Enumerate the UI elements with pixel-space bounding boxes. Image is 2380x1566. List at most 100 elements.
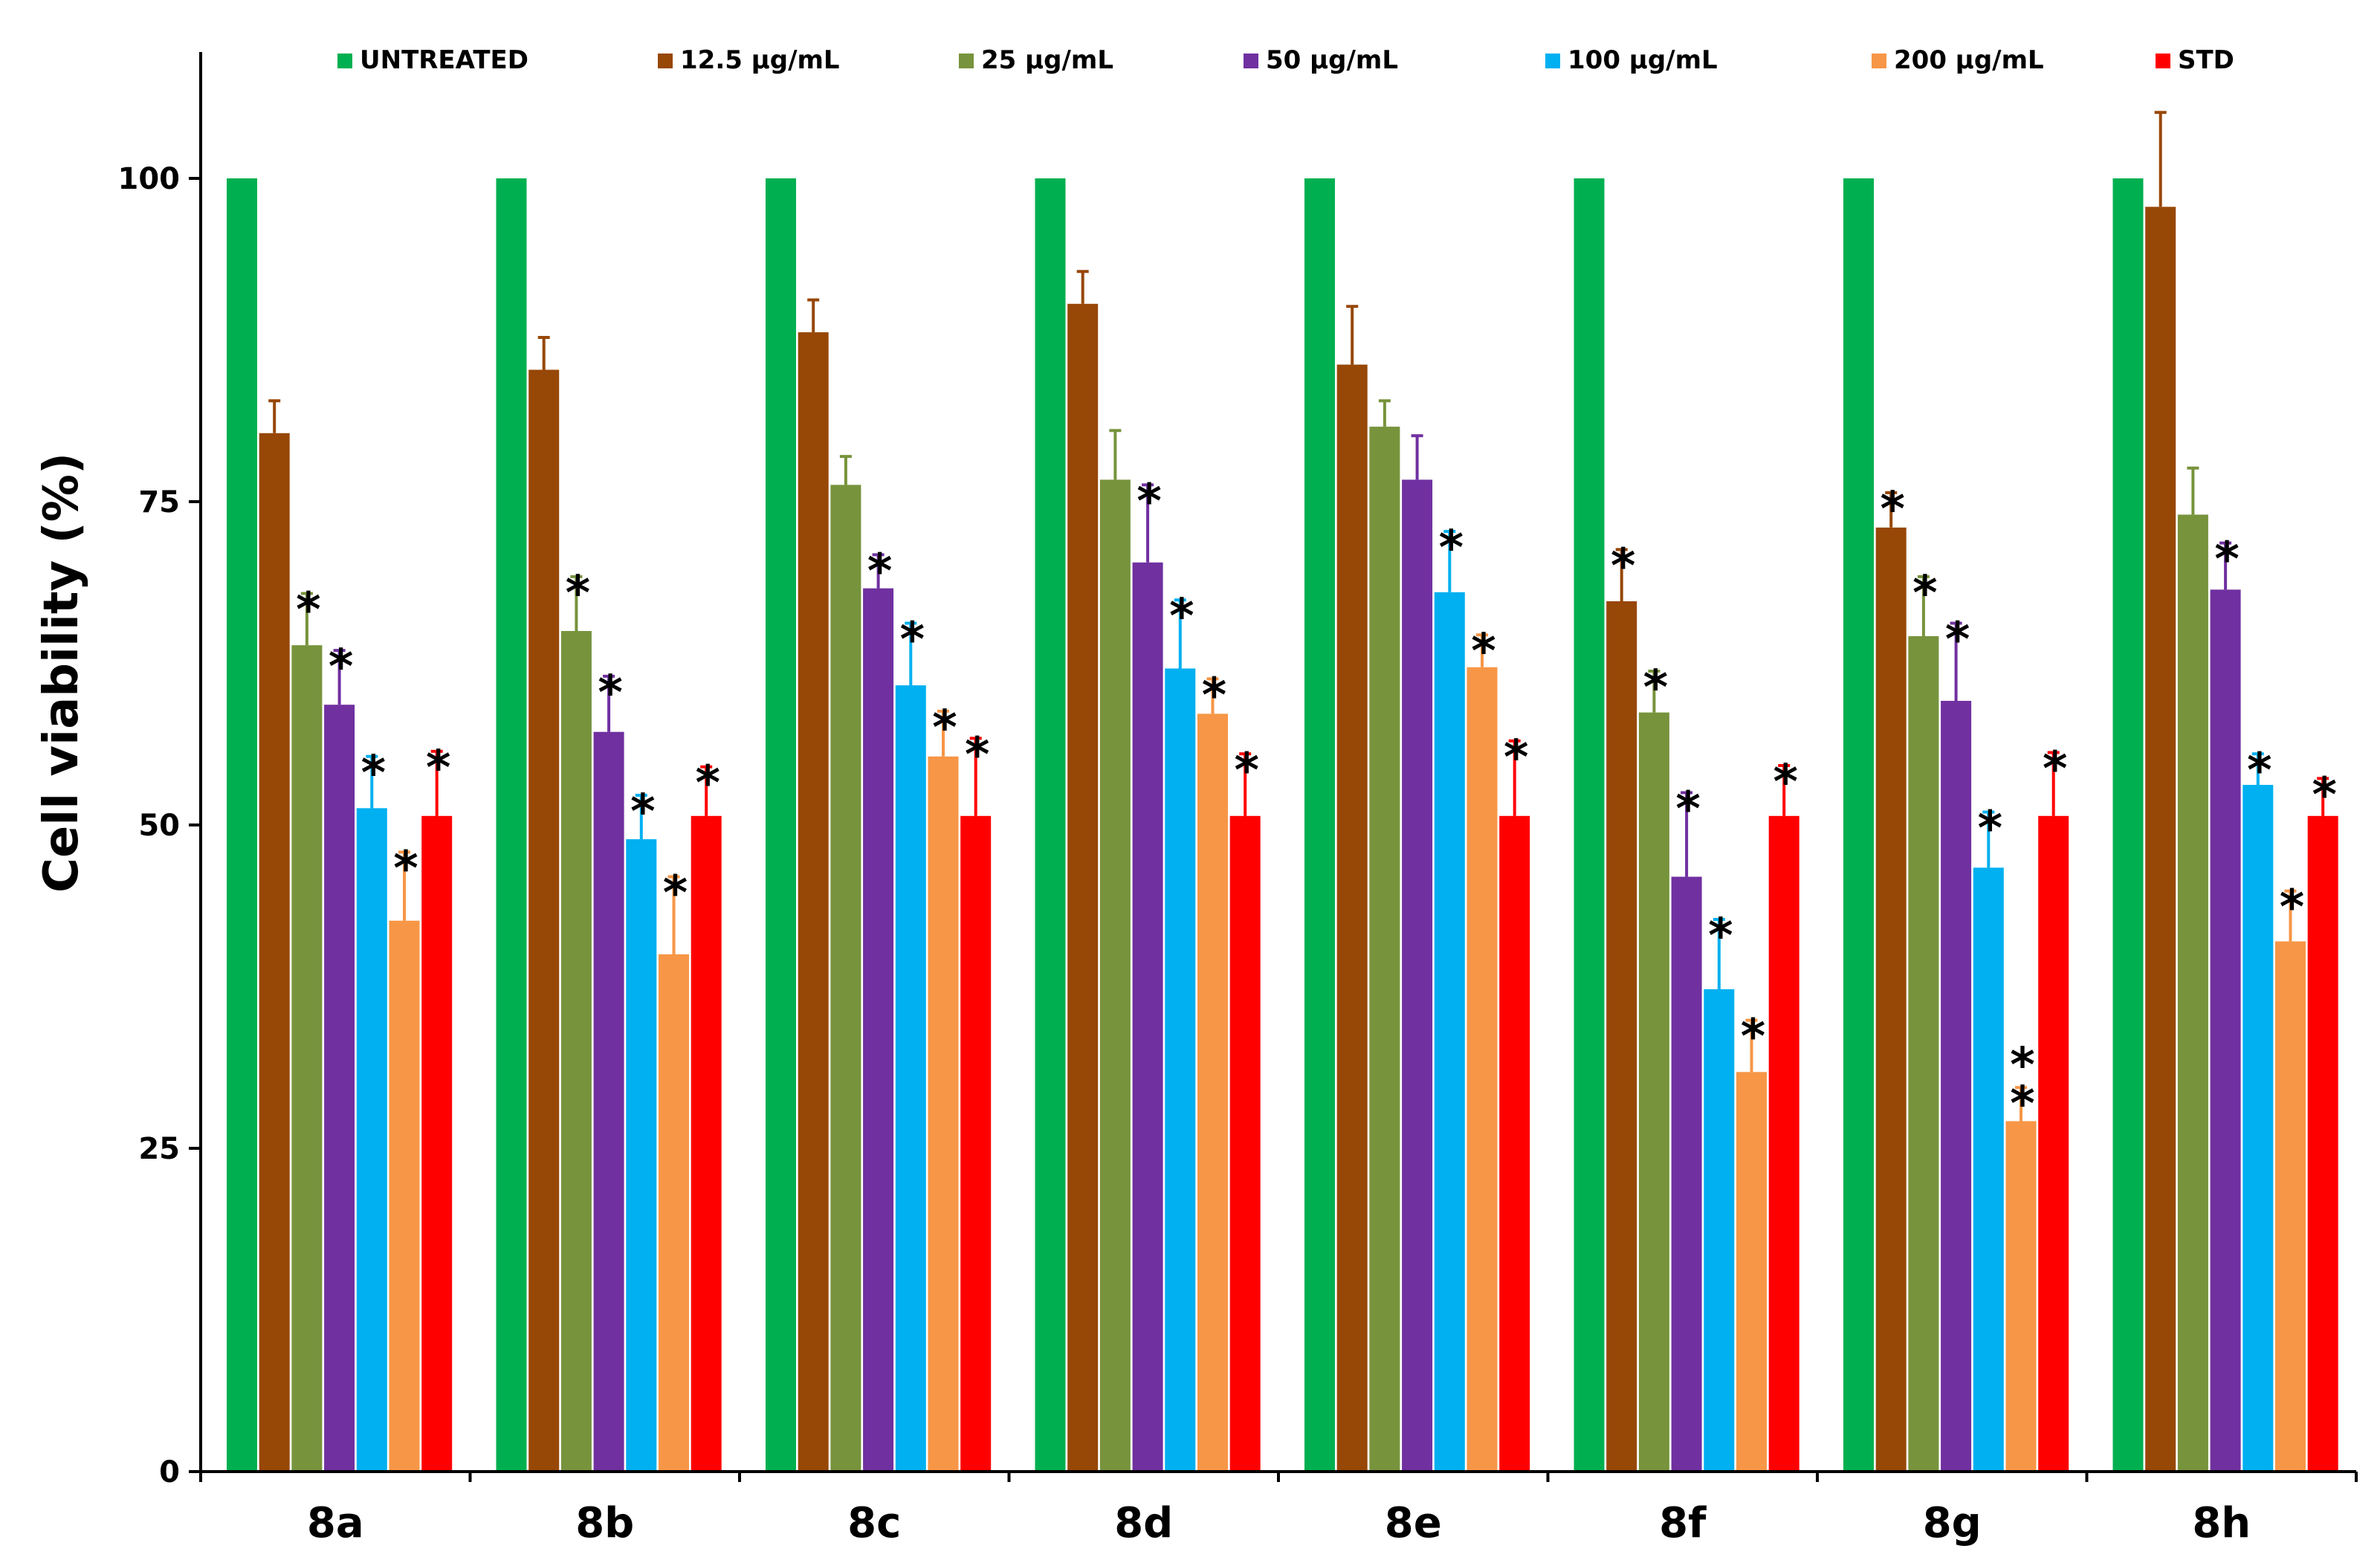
bar-8e-series-0 xyxy=(1304,178,1335,1472)
bar-8b-series-6 xyxy=(691,815,722,1472)
bar-8f-series-1 xyxy=(1606,601,1637,1472)
y-tick-label: 75 xyxy=(138,485,180,520)
significance-mark: * xyxy=(2043,742,2067,797)
bar-8e-series-1 xyxy=(1336,364,1368,1472)
significance-mark: * xyxy=(2312,768,2336,823)
significance-mark: * xyxy=(1708,909,1733,964)
bar-8f-series-3 xyxy=(1671,876,1702,1472)
bar-8a-series-4 xyxy=(356,808,387,1472)
bar-8c-series-1 xyxy=(798,332,829,1472)
bar-8h-series-4 xyxy=(2242,785,2274,1472)
y-tick-label: 100 xyxy=(118,162,181,196)
bar-8a-series-3 xyxy=(324,705,355,1472)
x-tick-label: 8c xyxy=(847,1499,901,1547)
significance-mark: * xyxy=(1234,743,1258,798)
bar-8f-series-2 xyxy=(1638,712,1669,1472)
bar-8a-series-5 xyxy=(389,920,420,1472)
significance-mark: * xyxy=(2010,1077,2034,1132)
bar-8c-series-0 xyxy=(766,178,796,1472)
legend-swatch xyxy=(2156,54,2170,68)
legend-label: 200 µg/mL xyxy=(1894,45,2044,75)
significance-mark: * xyxy=(426,741,450,796)
legend-label: UNTREATED xyxy=(360,45,528,75)
significance-mark: * xyxy=(1471,624,1495,679)
bar-8g-series-0 xyxy=(1843,178,1874,1472)
significance-mark: * xyxy=(1741,1010,1765,1065)
significance-mark: * xyxy=(867,544,892,599)
y-tick-label: 25 xyxy=(138,1132,180,1166)
significance-mark: * xyxy=(1611,539,1635,594)
legend-swatch xyxy=(959,54,974,68)
bar-8c-series-5 xyxy=(928,756,959,1472)
bar-8e-series-6 xyxy=(1499,815,1530,1472)
significance-mark: * xyxy=(1504,731,1528,786)
y-tick-label: 0 xyxy=(159,1455,180,1489)
bar-8b-series-3 xyxy=(593,731,624,1472)
bar-8d-series-3 xyxy=(1132,562,1163,1472)
significance-mark: * xyxy=(1675,783,1700,838)
x-tick-label: 8e xyxy=(1385,1499,1442,1547)
bar-8g-series-3 xyxy=(1941,700,1972,1472)
y-axis-label: Cell viability (%) xyxy=(34,453,89,893)
bar-8f-series-5 xyxy=(1736,1072,1767,1472)
bar-8c-series-4 xyxy=(895,685,926,1472)
significance-mark: * xyxy=(932,701,957,756)
significance-mark: * xyxy=(695,757,720,812)
bar-8c-series-3 xyxy=(863,588,894,1472)
bar-8d-series-2 xyxy=(1099,479,1131,1472)
x-tick-label: 8f xyxy=(1659,1499,1707,1547)
significance-mark: * xyxy=(1439,521,1464,576)
bar-8g-series-4 xyxy=(1973,867,2004,1472)
bar-8a-series-6 xyxy=(421,815,453,1472)
bar-8h-series-5 xyxy=(2275,941,2306,1472)
significance-mark: * xyxy=(2010,1038,2034,1093)
bar-8e-series-5 xyxy=(1467,667,1498,1472)
bar-8h-series-3 xyxy=(2210,589,2241,1472)
significance-marks-layer: ************* ************************* xyxy=(296,474,2337,1132)
significance-mark: * xyxy=(2214,533,2239,588)
bar-8e-series-3 xyxy=(1402,479,1433,1472)
significance-mark: * xyxy=(1880,482,1904,537)
bar-8b-series-1 xyxy=(528,369,560,1472)
legend-label: 25 µg/mL xyxy=(981,45,1113,75)
legend-swatch xyxy=(1872,54,1886,68)
legend-label: 100 µg/mL xyxy=(1568,45,1718,75)
bar-8e-series-2 xyxy=(1369,427,1400,1472)
significance-mark: * xyxy=(1978,802,2002,857)
bar-8c-series-6 xyxy=(960,815,992,1472)
x-tick-label: 8g xyxy=(1923,1499,1982,1547)
y-tick-label: 50 xyxy=(138,809,180,843)
bar-8h-series-1 xyxy=(2145,207,2176,1472)
bar-8f-series-0 xyxy=(1574,178,1605,1472)
bar-8b-series-0 xyxy=(496,178,527,1472)
bar-8h-series-2 xyxy=(2177,514,2208,1472)
bar-8h-series-6 xyxy=(2307,815,2338,1472)
significance-mark: * xyxy=(393,842,418,897)
bar-8g-series-2 xyxy=(1908,635,1939,1472)
bar-8c-series-2 xyxy=(830,485,861,1472)
bar-8d-series-4 xyxy=(1165,668,1196,1472)
significance-mark: * xyxy=(361,746,386,801)
legend: UNTREATED 12.5 µg/mL 25 µg/mL 50 µg/mL 100 µ… xyxy=(337,45,2234,75)
legend-swatch xyxy=(1545,54,1560,68)
bar-8b-series-4 xyxy=(626,839,657,1472)
legend-swatch xyxy=(658,54,673,68)
legend-label: 12.5 µg/mL xyxy=(680,45,840,75)
significance-mark: * xyxy=(329,640,353,695)
significance-mark: * xyxy=(1912,566,1937,621)
significance-mark: * xyxy=(1643,661,1668,716)
x-tick-label: 8a xyxy=(307,1499,364,1547)
significance-mark: * xyxy=(900,613,925,668)
significance-mark: * xyxy=(296,583,320,638)
significance-mark: * xyxy=(663,867,688,922)
axes-layer: 8a 8b 8c 8d 8e 8f 8g 8h 0 25 50 75 100 xyxy=(118,52,2358,1547)
legend-label: STD xyxy=(2178,45,2234,75)
significance-mark: * xyxy=(965,728,989,783)
bar-8a-series-2 xyxy=(291,645,323,1472)
error-bars-layer xyxy=(268,111,2329,1122)
x-tick-label: 8d xyxy=(1114,1499,1173,1547)
significance-mark: * xyxy=(566,566,590,621)
legend-label: 50 µg/mL xyxy=(1266,45,1398,75)
bar-8e-series-4 xyxy=(1434,592,1465,1472)
